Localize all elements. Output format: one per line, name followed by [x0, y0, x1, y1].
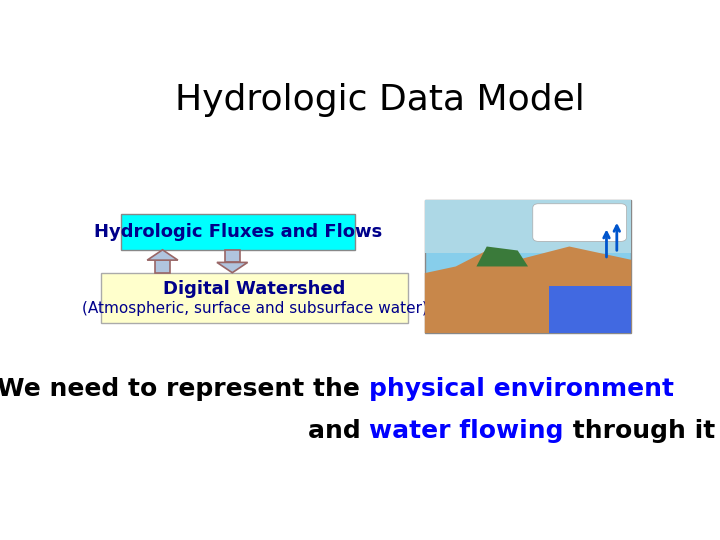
Text: Hydrologic Data Model: Hydrologic Data Model — [175, 83, 585, 117]
Text: Hydrologic Fluxes and Flows: Hydrologic Fluxes and Flows — [94, 223, 382, 241]
Text: Digital Watershed: Digital Watershed — [163, 280, 346, 298]
Polygon shape — [425, 246, 631, 333]
Text: We need to represent the: We need to represent the — [0, 377, 369, 401]
FancyBboxPatch shape — [425, 200, 631, 253]
Text: through it: through it — [564, 418, 715, 443]
FancyBboxPatch shape — [533, 204, 626, 241]
Polygon shape — [217, 262, 248, 273]
Text: physical environment: physical environment — [369, 377, 674, 401]
Text: and: and — [307, 418, 369, 443]
Polygon shape — [477, 246, 528, 266]
Polygon shape — [225, 250, 240, 262]
FancyBboxPatch shape — [549, 286, 631, 333]
Text: (Atmospheric, surface and subsurface water): (Atmospheric, surface and subsurface wat… — [81, 301, 428, 316]
Text: water flowing: water flowing — [369, 418, 564, 443]
Polygon shape — [147, 250, 178, 260]
FancyBboxPatch shape — [121, 214, 355, 250]
Polygon shape — [155, 260, 170, 273]
FancyBboxPatch shape — [101, 273, 408, 322]
FancyBboxPatch shape — [425, 200, 631, 333]
